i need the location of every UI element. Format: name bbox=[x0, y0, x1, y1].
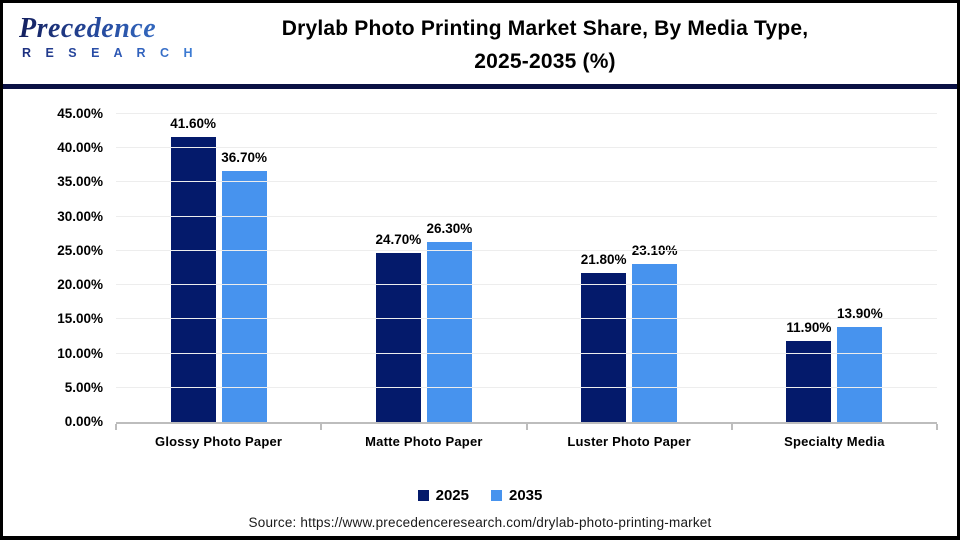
gridline-15 bbox=[116, 318, 937, 320]
x-axis-tick bbox=[525, 424, 528, 430]
bar-value-label-2035-specialty-media: 13.90% bbox=[836, 305, 883, 321]
logo-subtitle: R E S E A R C H bbox=[22, 46, 199, 60]
y-tick-label-5: 5.00% bbox=[64, 379, 103, 395]
y-tick-label-25: 25.00% bbox=[57, 242, 103, 258]
bar-2035-luster-photo-paper: 23.10% bbox=[632, 243, 678, 422]
chart-title-line2: 2025-2035 (%) bbox=[474, 50, 616, 73]
legend: 2025 2035 bbox=[3, 485, 957, 505]
x-axis-tick bbox=[115, 424, 117, 430]
chart-title-line1: Drylab Photo Printing Market Share, By M… bbox=[281, 17, 809, 40]
bar-2025-specialty-media: 11.90% bbox=[786, 320, 831, 422]
category-label-glossy-photo-paper: Glossy Photo Paper bbox=[155, 434, 283, 449]
header-divider bbox=[3, 84, 957, 89]
bar-group-specialty-media: 11.90% 13.90% bbox=[732, 114, 937, 422]
gridline-25 bbox=[116, 249, 937, 251]
bar-2025-glossy-photo-paper: 41.60% bbox=[170, 116, 216, 422]
legend-item-2035: 2035 bbox=[491, 487, 542, 504]
x-axis-tick bbox=[320, 424, 323, 430]
x-axis-tick bbox=[936, 424, 938, 430]
legend-label-2025: 2025 bbox=[435, 486, 469, 504]
legend-swatch-2035 bbox=[491, 489, 502, 501]
category-label-matte-photo-paper: Matte Photo Paper bbox=[365, 434, 483, 449]
category-label-luster-photo-paper: Luster Photo Paper bbox=[567, 434, 691, 449]
y-tick-label-30: 30.00% bbox=[57, 208, 103, 224]
chart-title: Drylab Photo Printing Market Share, By M… bbox=[173, 12, 917, 78]
bar-2025-matte-photo-paper: 24.70% bbox=[375, 232, 421, 422]
gridline-5 bbox=[116, 386, 937, 388]
bar-group-luster-photo-paper: 21.80% 23.10% bbox=[527, 114, 732, 422]
legend-swatch-2025 bbox=[417, 489, 429, 501]
category-label-specialty-media: Specialty Media bbox=[784, 434, 885, 449]
bar-2025-luster-photo-paper: 21.80% bbox=[581, 252, 627, 422]
gridline-40 bbox=[116, 147, 937, 149]
plot-area: 41.60% 36.70% 24.70% 26.30% 21.80% 23.10% 11.9… bbox=[57, 106, 938, 430]
x-axis-tick bbox=[730, 424, 733, 430]
logo-wordmark: Precedence bbox=[19, 15, 198, 43]
bar-value-label-2025-matte-photo-paper: 24.70% bbox=[375, 231, 422, 247]
y-tick-label-40: 40.00% bbox=[57, 140, 103, 156]
gridline-35 bbox=[116, 181, 937, 183]
gridline-10 bbox=[116, 352, 937, 354]
bar-2035-matte-photo-paper: 26.30% bbox=[426, 221, 472, 422]
bar-2035-glossy-photo-paper: 36.70% bbox=[221, 150, 267, 422]
y-tick-label-0: 0.00% bbox=[64, 414, 103, 429]
legend-item-2025: 2025 bbox=[417, 486, 469, 504]
header: Precedence R E S E A R C H Drylab Photo … bbox=[3, 3, 957, 84]
y-tick-label-20: 20.00% bbox=[57, 277, 103, 293]
gridline-20 bbox=[116, 284, 937, 286]
bar-2035-specialty-media: 13.90% bbox=[837, 306, 883, 422]
bar-chart: 41.60% 36.70% 24.70% 26.30% 21.80% 23.10% 11.9… bbox=[3, 89, 957, 449]
gridline-30 bbox=[116, 215, 937, 217]
bar-groups: 41.60% 36.70% 24.70% 26.30% 21.80% 23.10% 11.9… bbox=[116, 114, 937, 422]
source-text: Source: https://www.precedenceresearch.c… bbox=[248, 515, 712, 530]
precedence-research-logo: Precedence R E S E A R C H bbox=[19, 15, 198, 60]
legend-label-2035: 2035 bbox=[509, 486, 543, 504]
y-tick-label-35: 35.00% bbox=[57, 174, 103, 190]
y-tick-label-15: 15.00% bbox=[57, 311, 103, 327]
bar-value-label-2025-specialty-media: 11.90% bbox=[786, 319, 832, 335]
bar-value-label-2035-matte-photo-paper: 26.30% bbox=[426, 221, 473, 236]
y-tick-label-10: 10.00% bbox=[57, 345, 103, 361]
bar-value-label-2035-glossy-photo-paper: 36.70% bbox=[221, 149, 268, 165]
bar-value-label-2025-glossy-photo-paper: 41.60% bbox=[170, 116, 217, 132]
bar-group-matte-photo-paper: 24.70% 26.30% bbox=[321, 114, 526, 422]
bar-group-glossy-photo-paper: 41.60% 36.70% bbox=[116, 114, 321, 422]
bar-value-label-2025-luster-photo-paper: 21.80% bbox=[580, 251, 627, 267]
category-axis: Glossy Photo Paper Matte Photo Paper Luste… bbox=[116, 434, 937, 449]
gridline-45 bbox=[116, 113, 937, 114]
y-tick-label-45: 45.00% bbox=[57, 106, 103, 121]
